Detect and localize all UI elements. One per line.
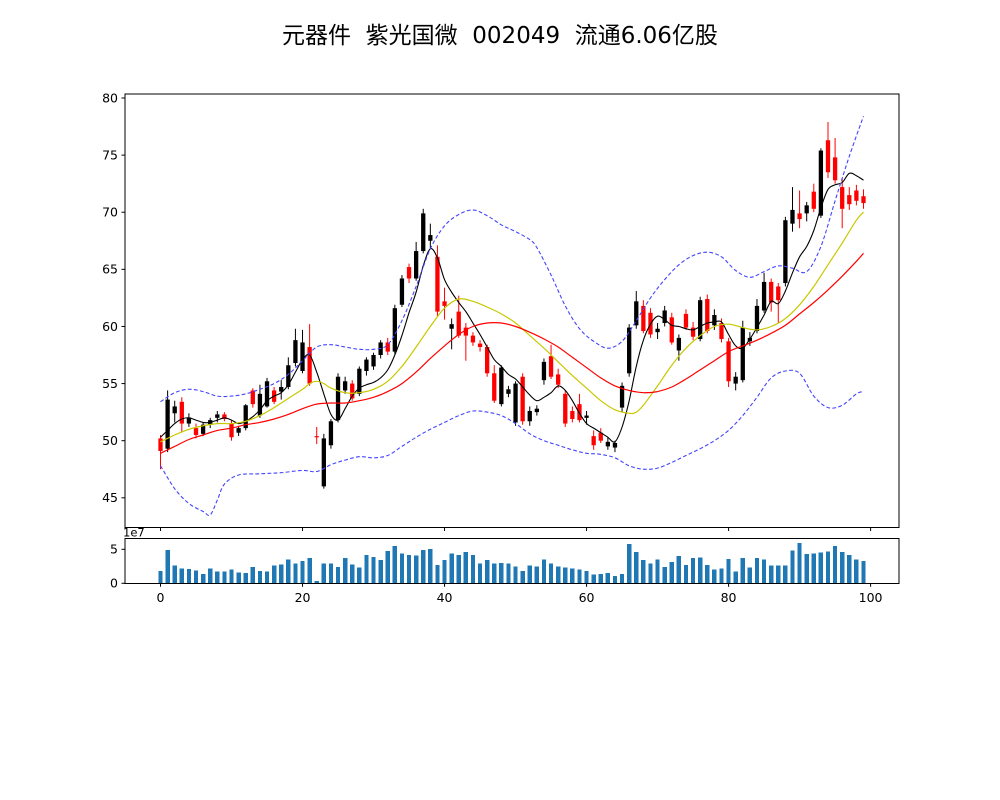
svg-text:0: 0 xyxy=(110,576,118,591)
svg-text:40: 40 xyxy=(437,590,453,605)
svg-text:55: 55 xyxy=(102,376,118,391)
svg-text:1e7: 1e7 xyxy=(123,526,145,540)
svg-text:45: 45 xyxy=(102,490,118,505)
chart-title: 元器件 紫光国微 002049 流通6.06亿股 xyxy=(282,23,718,49)
svg-text:65: 65 xyxy=(102,262,118,277)
svg-text:80: 80 xyxy=(721,590,737,605)
svg-text:5: 5 xyxy=(110,542,118,557)
svg-text:60: 60 xyxy=(102,319,118,334)
svg-text:100: 100 xyxy=(859,590,883,605)
svg-text:20: 20 xyxy=(295,590,311,605)
svg-text:0: 0 xyxy=(157,590,165,605)
svg-text:50: 50 xyxy=(102,433,118,448)
svg-text:80: 80 xyxy=(102,90,118,105)
svg-text:70: 70 xyxy=(102,205,118,220)
svg-text:60: 60 xyxy=(579,590,595,605)
svg-text:75: 75 xyxy=(102,147,118,162)
